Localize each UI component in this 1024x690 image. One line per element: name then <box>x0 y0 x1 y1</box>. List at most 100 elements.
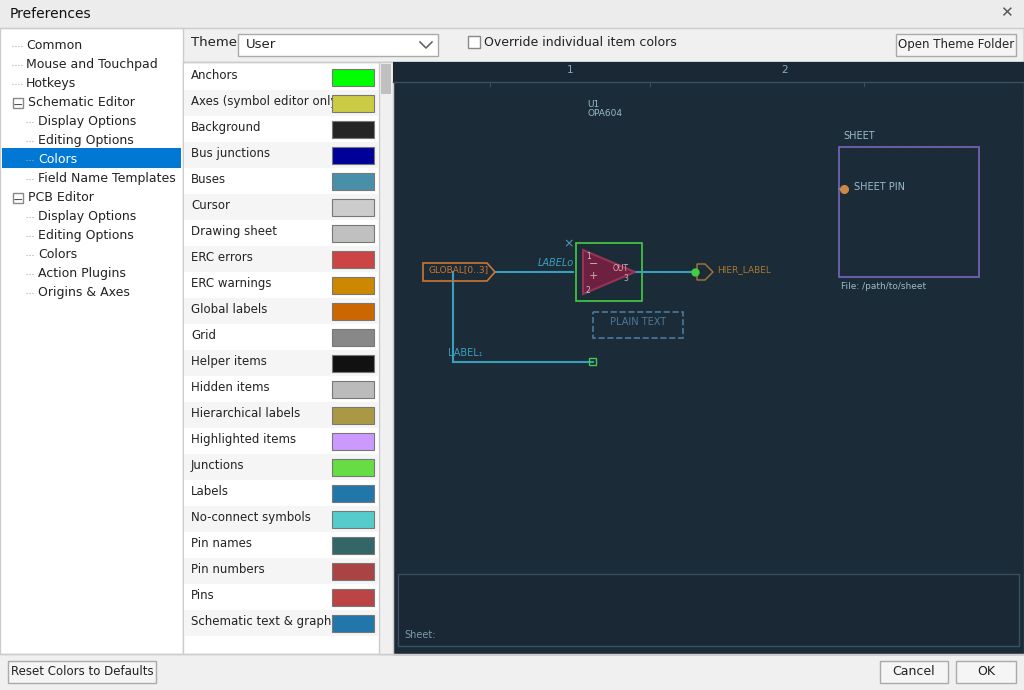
Point <box>737 482 754 493</box>
Point <box>784 497 801 509</box>
Point <box>833 546 849 557</box>
Point <box>705 402 721 413</box>
Point <box>945 529 962 540</box>
Point <box>961 433 977 444</box>
Point <box>689 337 706 348</box>
Point <box>673 562 689 573</box>
Point <box>961 386 977 397</box>
Point <box>945 113 962 124</box>
Point <box>833 97 849 108</box>
Point <box>849 193 865 204</box>
Point <box>577 466 593 477</box>
Point <box>400 257 417 268</box>
Point <box>593 337 609 348</box>
Point <box>721 226 737 237</box>
Point <box>801 113 817 124</box>
Point <box>881 290 897 301</box>
Point <box>753 146 769 157</box>
Point <box>577 146 593 157</box>
Point <box>753 306 769 317</box>
Point <box>801 161 817 172</box>
Point <box>801 210 817 221</box>
Point <box>849 113 865 124</box>
Point <box>497 482 513 493</box>
Point <box>433 562 450 573</box>
Point <box>561 337 578 348</box>
Point <box>1009 97 1024 108</box>
Point <box>1009 226 1024 237</box>
Point <box>656 146 673 157</box>
Point <box>400 306 417 317</box>
Point <box>625 529 641 540</box>
Point <box>1009 513 1024 524</box>
Point <box>833 81 849 92</box>
Point <box>513 578 529 589</box>
Point <box>433 113 450 124</box>
Point <box>528 497 545 509</box>
Point <box>737 513 754 524</box>
Point <box>897 226 913 237</box>
Point <box>593 513 609 524</box>
Point <box>673 177 689 188</box>
FancyBboxPatch shape <box>184 532 378 558</box>
Point <box>912 97 929 108</box>
Point <box>961 177 977 188</box>
Point <box>929 113 945 124</box>
Point <box>481 466 498 477</box>
Point <box>577 402 593 413</box>
Point <box>497 290 513 301</box>
Point <box>545 497 561 509</box>
Point <box>881 130 897 141</box>
Point <box>593 497 609 509</box>
Point <box>641 402 657 413</box>
Point <box>417 337 433 348</box>
Point <box>929 273 945 284</box>
Point <box>1009 417 1024 428</box>
Point <box>609 161 626 172</box>
Point <box>929 177 945 188</box>
Point <box>433 353 450 364</box>
Point <box>801 369 817 380</box>
Point <box>465 130 481 141</box>
Point <box>977 546 993 557</box>
Point <box>945 562 962 573</box>
Point <box>513 226 529 237</box>
Point <box>945 210 962 221</box>
Point <box>1009 273 1024 284</box>
Point <box>528 130 545 141</box>
Point <box>801 497 817 509</box>
Point <box>673 353 689 364</box>
Point <box>849 482 865 493</box>
Point <box>705 177 721 188</box>
Point <box>1009 81 1024 92</box>
Point <box>833 482 849 493</box>
Point <box>993 130 1010 141</box>
Point <box>417 497 433 509</box>
Point <box>912 337 929 348</box>
FancyBboxPatch shape <box>398 574 1019 646</box>
Point <box>945 322 962 333</box>
Point <box>993 97 1010 108</box>
Point <box>753 546 769 557</box>
Point <box>833 257 849 268</box>
Point <box>897 241 913 253</box>
Point <box>817 322 834 333</box>
Text: Hierarchical labels: Hierarchical labels <box>191 407 300 420</box>
Point <box>497 466 513 477</box>
Point <box>961 417 977 428</box>
Point <box>961 290 977 301</box>
Point <box>769 482 785 493</box>
Point <box>689 290 706 301</box>
Point <box>865 562 882 573</box>
Point <box>817 161 834 172</box>
Point <box>417 386 433 397</box>
Point <box>625 241 641 253</box>
FancyBboxPatch shape <box>184 480 378 506</box>
Point <box>912 130 929 141</box>
Point <box>513 210 529 221</box>
Point <box>929 257 945 268</box>
Point <box>769 562 785 573</box>
Point <box>673 97 689 108</box>
Point <box>449 482 465 493</box>
Point <box>641 546 657 557</box>
